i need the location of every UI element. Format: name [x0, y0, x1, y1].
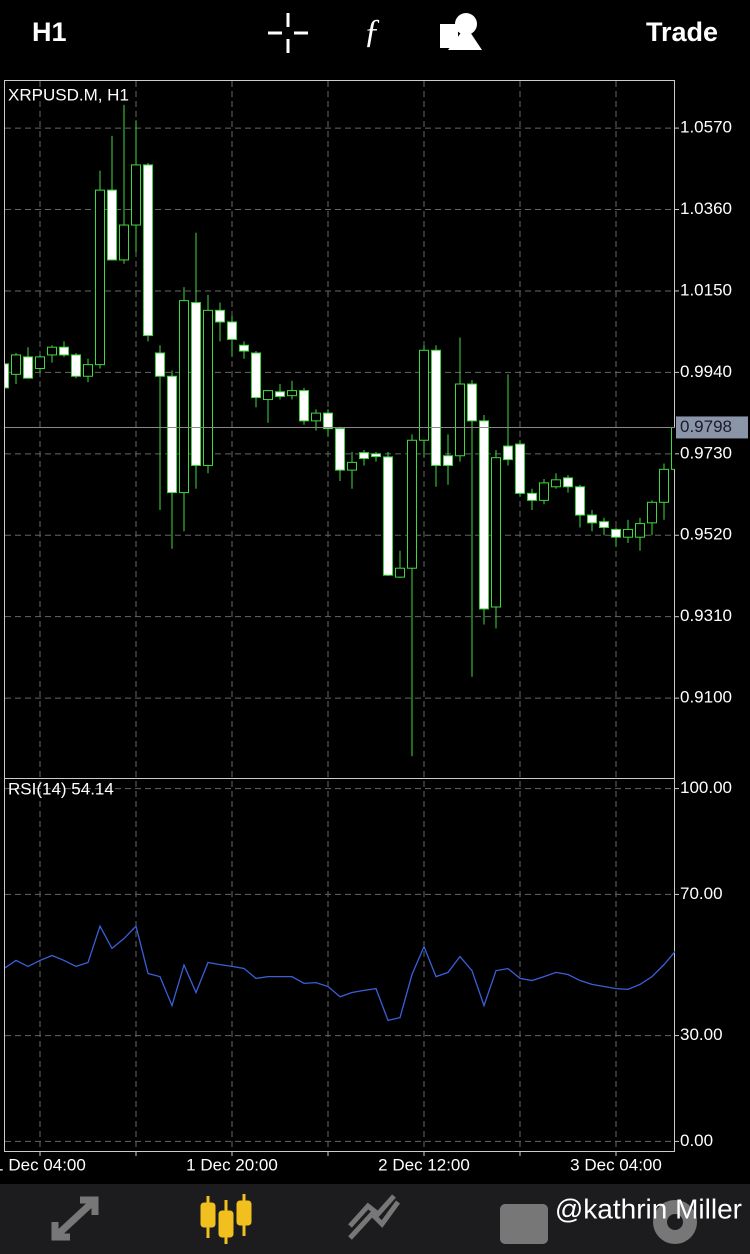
- candle-body: [143, 164, 153, 337]
- candle-body: [431, 349, 441, 466]
- candle-body: [203, 309, 213, 466]
- rsi-plot: [5, 924, 675, 1022]
- candle-body: [527, 492, 537, 501]
- candle-body: [215, 309, 225, 323]
- candle-body: [5, 363, 9, 389]
- candle-body: [71, 354, 81, 377]
- candle-body: [503, 445, 513, 461]
- candle-body: [11, 354, 21, 375]
- candle-body: [563, 477, 573, 488]
- candle-body: [239, 344, 249, 352]
- candle-body: [95, 189, 105, 366]
- trade-tab[interactable]: [348, 1194, 401, 1240]
- candle-body: [659, 468, 669, 503]
- candle-body: [59, 346, 69, 356]
- candle-body: [635, 523, 645, 538]
- x-tick-label: 1 Dec 20:00: [186, 1155, 278, 1174]
- candle-body: [227, 321, 237, 340]
- x-tick-label: 3 Dec 04:00: [570, 1155, 662, 1174]
- candle-body: [551, 479, 561, 488]
- quotes-tab[interactable]: [51, 1196, 99, 1241]
- y-tick-label: 70.00: [680, 884, 723, 903]
- candle-body: [263, 390, 273, 401]
- y-tick-label: 1.0150: [680, 280, 732, 299]
- y-tick-label: 1.0360: [680, 199, 732, 218]
- candle-body: [83, 364, 93, 377]
- bottom-nav: @kathrin Miller: [0, 1184, 750, 1254]
- candle-body: [467, 383, 477, 422]
- candle-body: [299, 390, 309, 422]
- rsi-line: [5, 924, 675, 1022]
- candle-body: [671, 426, 675, 470]
- candle-body: [155, 352, 165, 377]
- candle-body: [395, 567, 405, 578]
- candle-body: [623, 528, 633, 538]
- candle-body: [539, 482, 549, 501]
- y-tick-label: 0.9730: [680, 443, 732, 462]
- candle-body: [251, 352, 261, 399]
- candle-body: [479, 420, 489, 610]
- timeframe-button[interactable]: H1: [32, 17, 67, 47]
- candle-body: [335, 428, 345, 471]
- candle-body: [599, 521, 609, 528]
- candle-body: [131, 164, 141, 226]
- candle-body: [47, 346, 57, 356]
- axes: 1.0570 1.0360 1.0150 0.9940 0.9730 0.9520 0.93…: [0, 118, 748, 1174]
- chart-title: XRPUSD.M, H1: [8, 85, 129, 104]
- candle-body: [179, 300, 189, 494]
- candle-body: [323, 412, 333, 430]
- candle-body: [119, 224, 129, 261]
- candle-body: [455, 383, 465, 457]
- candle-body: [311, 412, 321, 422]
- candle-body: [347, 461, 357, 471]
- candle-body: [575, 486, 585, 516]
- history-tab[interactable]: [500, 1204, 548, 1244]
- candle-body: [587, 514, 597, 524]
- current-price-label: 0.9798: [680, 417, 732, 436]
- y-tick-label: 1.0570: [680, 118, 732, 137]
- top-toolbar: H1 ƒ Trade: [32, 13, 718, 53]
- candle-body: [275, 391, 285, 397]
- y-tick-label: 0.9520: [680, 525, 732, 544]
- candle-body: [107, 189, 117, 261]
- price-plot: [5, 104, 675, 757]
- candle-body: [23, 356, 33, 379]
- candle-body: [287, 390, 297, 397]
- candle-body: [515, 443, 525, 494]
- candle-body: [611, 528, 621, 538]
- y-tick-label: 0.9100: [680, 688, 732, 707]
- candle-body: [647, 501, 657, 524]
- candle-body: [419, 349, 429, 441]
- y-tick-label: 0.00: [680, 1131, 713, 1150]
- y-tick-label: 100.00: [680, 778, 732, 797]
- crosshair-icon[interactable]: [268, 13, 308, 53]
- x-tick-label: 2 Dec 12:00: [378, 1155, 470, 1174]
- settings-tab[interactable]: [653, 1200, 697, 1244]
- trade-button[interactable]: Trade: [646, 17, 718, 47]
- candle-body: [383, 456, 393, 576]
- watermark: @kathrin Miller: [555, 1193, 742, 1224]
- rsi-title: RSI(14) 54.14: [8, 779, 114, 798]
- candle-body: [407, 439, 417, 569]
- y-tick-label: 30.00: [680, 1025, 723, 1044]
- x-tick-label: 1 Dec 04:00: [0, 1155, 86, 1174]
- candle-body: [191, 302, 201, 466]
- candle-body: [371, 453, 381, 458]
- chart-tab[interactable]: [200, 1194, 252, 1244]
- candle-body: [443, 455, 453, 466]
- objects-icon[interactable]: [440, 13, 482, 50]
- candle-body: [167, 375, 177, 494]
- indicators-icon[interactable]: ƒ: [364, 13, 381, 50]
- y-tick-label: 0.9310: [680, 606, 732, 625]
- candle-body: [491, 457, 501, 608]
- candle-body: [359, 452, 369, 459]
- chart-frame: [4, 80, 675, 1152]
- current-price-box: [676, 416, 748, 439]
- y-tick-label: 0.9940: [680, 362, 732, 381]
- candle-body: [35, 356, 45, 370]
